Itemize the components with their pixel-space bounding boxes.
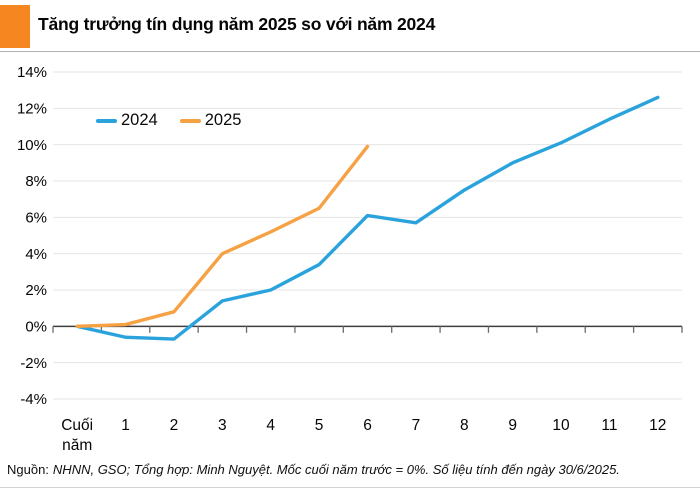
legend-item-2024: 2024 xyxy=(96,111,158,130)
y-axis-tick-label: 6% xyxy=(25,210,47,227)
y-axis-tick-label: 0% xyxy=(25,319,47,336)
title-accent-square xyxy=(0,5,30,48)
chart-legend: 2024 2025 xyxy=(96,111,241,130)
y-axis-tick-label: 12% xyxy=(17,101,47,118)
source-label: Nguồn: xyxy=(7,462,49,477)
x-axis-category-label: 7 xyxy=(412,417,421,434)
bottom-divider xyxy=(0,487,700,488)
y-axis-tick-label: -2% xyxy=(20,355,47,372)
y-axis-tick-label: 4% xyxy=(25,246,47,263)
x-axis-category-label: 2 xyxy=(170,417,179,434)
legend-label-2025: 2025 xyxy=(204,111,242,129)
x-axis-category-label: 9 xyxy=(508,417,517,434)
chart-title: Tăng trưởng tín dụng năm 2025 so với năm… xyxy=(38,14,436,34)
x-axis-category-label: 5 xyxy=(315,417,324,434)
y-axis-tick-label: 10% xyxy=(17,137,47,154)
x-axis-category-label: 12 xyxy=(649,417,666,434)
source-text: NHNN, GSO; Tổng hợp: Minh Nguyệt. Mốc cu… xyxy=(52,462,620,477)
x-axis-category-label: 1 xyxy=(121,417,130,434)
header-divider xyxy=(0,51,700,52)
x-axis-category-label: 11 xyxy=(601,417,617,434)
series-line-2025 xyxy=(75,144,370,329)
legend-swatch-2025 xyxy=(179,118,201,123)
x-axis-category-label: 10 xyxy=(552,417,570,434)
x-axis-category-label: 4 xyxy=(266,417,275,434)
legend-label-2024: 2024 xyxy=(121,111,158,129)
source-note: Nguồn: NHNN, GSO; Tổng hợp: Minh Nguyệt. … xyxy=(7,462,697,477)
x-axis-category-label: Cuối xyxy=(61,417,93,434)
x-axis-category-label: 3 xyxy=(218,417,227,434)
y-axis-tick-label: 14% xyxy=(17,64,47,81)
y-axis-tick-label: -4% xyxy=(20,391,47,408)
y-axis-tick-label: 2% xyxy=(25,282,47,299)
y-axis-tick-label: 8% xyxy=(25,173,47,190)
legend-swatch-2024 xyxy=(96,118,117,123)
x-axis-category-label: 8 xyxy=(460,417,469,434)
x-axis-category-label: 6 xyxy=(363,417,372,434)
series-line-2024 xyxy=(75,95,660,341)
legend-item-2025: 2025 xyxy=(179,111,242,130)
x-axis-category-label-line2: năm xyxy=(62,437,92,454)
